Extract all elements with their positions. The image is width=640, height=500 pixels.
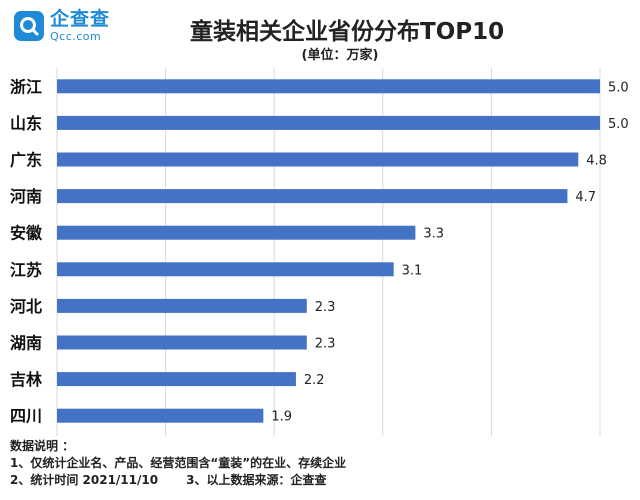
category-label: 河南 — [10, 187, 42, 206]
value-label: 2.3 — [315, 337, 336, 352]
bar — [57, 152, 579, 167]
notes-line-2: 2、统计时间 2021/11/10 — [10, 473, 159, 487]
chart-subtitle: (单位：万家) — [301, 48, 379, 63]
value-label: 3.3 — [423, 227, 444, 242]
bar — [57, 115, 600, 130]
category-label: 四川 — [10, 407, 42, 426]
value-label: 5.0 — [608, 80, 629, 95]
category-label: 河北 — [10, 297, 42, 316]
value-label: 4.8 — [586, 154, 607, 169]
bar — [57, 372, 296, 387]
chart-title: 童装相关企业省份分布TOP10 — [190, 19, 505, 45]
category-label: 安徽 — [10, 224, 43, 243]
category-label: 广东 — [10, 151, 42, 170]
notes-line-3: 3、以上数据来源：企查查 — [186, 473, 327, 487]
category-label: 浙江 — [10, 77, 42, 96]
bar — [57, 298, 307, 313]
category-label: 吉林 — [10, 370, 42, 389]
logo: 企查查 Qcc.com — [14, 10, 110, 42]
value-label: 5.0 — [608, 117, 629, 132]
category-label: 江苏 — [10, 260, 42, 279]
value-label: 4.7 — [575, 190, 596, 205]
notes-heading: 数据说明 ： — [10, 439, 75, 453]
category-label: 湖南 — [10, 334, 42, 353]
bar — [57, 79, 600, 94]
bar — [57, 262, 394, 277]
data-notes: 数据说明 ： 1、仅统计企业名、产品、经营范围含“童装”的在业、存续企业 2、统… — [10, 438, 630, 489]
value-label: 2.2 — [304, 373, 325, 388]
qcc-logo-icon — [14, 11, 44, 41]
bar — [57, 189, 568, 204]
value-label: 3.1 — [402, 263, 423, 278]
value-label: 1.9 — [271, 410, 292, 425]
bar — [57, 408, 264, 423]
category-label: 山东 — [10, 114, 42, 133]
bar — [57, 225, 416, 240]
logo-name: 企查查 — [50, 8, 111, 30]
logo-domain: Qcc.com — [50, 30, 102, 43]
notes-line-1: 1、仅统计企业名、产品、经营范围含“童装”的在业、存续企业 — [10, 456, 347, 470]
bar — [57, 335, 307, 350]
value-label: 2.3 — [315, 300, 336, 315]
